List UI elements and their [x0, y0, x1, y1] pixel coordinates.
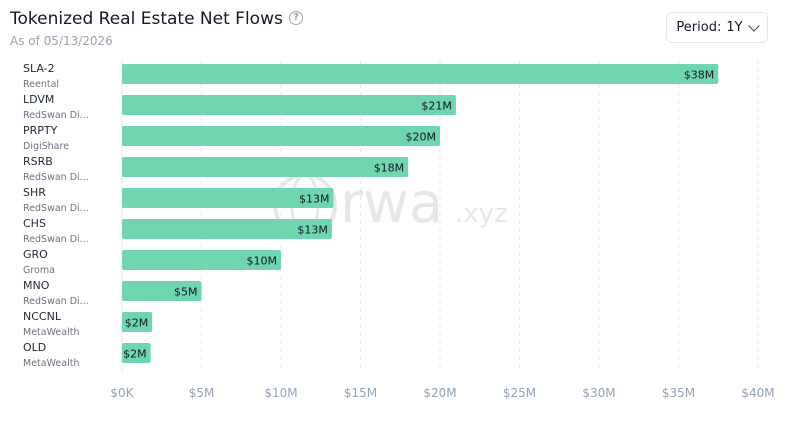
category-label: SHR [23, 186, 46, 199]
bar-value-label: $2M [125, 317, 149, 330]
category-label: SLA-2 [23, 62, 55, 75]
x-tick-label: $25M [503, 386, 536, 400]
period-label: Period: [676, 20, 722, 35]
x-tick-label: $15M [344, 386, 377, 400]
category-subtitle: RedSwan Di... [23, 110, 89, 121]
category-subtitle: RedSwan Di... [23, 172, 89, 183]
category-label: CHS [23, 217, 46, 230]
bar-value-label: $2M [123, 348, 147, 361]
category-subtitle: RedSwan Di... [23, 234, 89, 245]
x-tick-label: $30M [582, 386, 615, 400]
category-label: MNO [23, 279, 50, 292]
period-value: 1Y [726, 20, 743, 35]
bar-gro[interactable] [122, 250, 281, 270]
bar-prpty[interactable] [122, 126, 440, 146]
bar-value-label: $13M [297, 224, 328, 237]
x-axis-ticks: $0K $5M $10M $15M $20M $25M $30M $35M $40M [110, 386, 774, 400]
bar-nccnl[interactable] [122, 312, 153, 332]
category-label: NCCNL [23, 310, 62, 323]
bar-value-label: $18M [374, 162, 405, 175]
bar-sla-2[interactable] [122, 64, 719, 84]
bar-value-label: $13M [299, 193, 330, 206]
bar-value-label: $5M [174, 286, 198, 299]
watermark-suffix: .xyz [455, 199, 508, 229]
bar-mno[interactable] [122, 281, 202, 301]
category-subtitle: MetaWealth [23, 327, 79, 338]
question-circle-icon[interactable]: ? [289, 11, 303, 25]
category-subtitle: RedSwan Di... [23, 296, 89, 307]
bar-value-label: $38M [684, 69, 715, 82]
x-tick-label: $0K [110, 386, 134, 400]
category-label: LDVM [23, 93, 54, 106]
bar-rsrb[interactable] [122, 157, 409, 177]
x-tick-label: $35M [662, 386, 695, 400]
watermark-main: rwa [340, 171, 443, 236]
x-tick-label: $10M [264, 386, 297, 400]
category-subtitle: Groma [23, 265, 55, 276]
bar-chs[interactable] [122, 219, 332, 239]
as-of-date: As of 05/13/2026 [10, 34, 113, 48]
category-label: RSRB [23, 155, 53, 168]
bar-value-label: $10M [247, 255, 278, 268]
category-subtitle: Reental [23, 79, 59, 90]
x-tick-label: $20M [423, 386, 456, 400]
bars: $38M $21M $20M $18M $13M $13M $10M $5M $2M $2M [122, 64, 719, 363]
category-label: PRPTY [23, 124, 58, 137]
x-tick-label: $40M [741, 386, 774, 400]
bar-ldvm[interactable] [122, 95, 456, 115]
page-title: Tokenized Real Estate Net Flows [10, 9, 283, 29]
bar-old[interactable] [122, 343, 151, 363]
category-labels: SLA-2 Reental LDVM RedSwan Di... PRPTY DigiSh… [23, 62, 89, 369]
bar-value-label: $20M [406, 131, 437, 144]
category-label: OLD [23, 341, 46, 354]
x-tick-label: $5M [189, 386, 215, 400]
category-subtitle: DigiShare [23, 141, 69, 152]
category-label: GRO [23, 248, 48, 261]
period-dropdown[interactable]: Period: 1Y [666, 12, 768, 43]
bar-shr[interactable] [122, 188, 334, 208]
category-subtitle: RedSwan Di... [23, 203, 89, 214]
category-subtitle: MetaWealth [23, 358, 79, 369]
bar-value-label: $21M [421, 100, 452, 113]
